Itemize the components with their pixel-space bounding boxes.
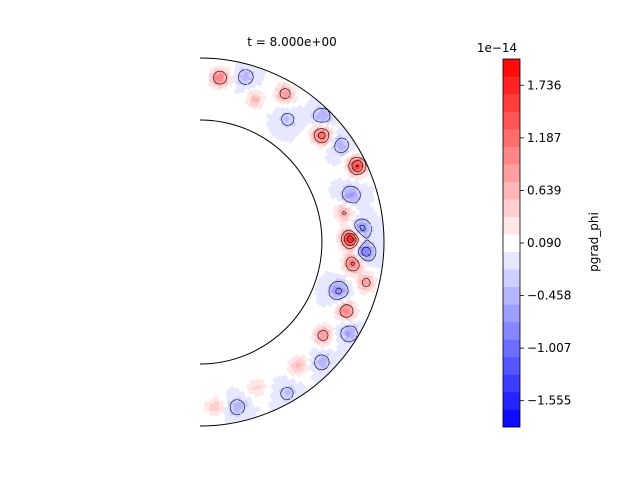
- colorbar-segment: [503, 374, 520, 393]
- colorbar-segment: [503, 164, 520, 182]
- colorbar-segment: [503, 181, 520, 200]
- contour-line: [213, 70, 371, 341]
- colorbar-segment: [503, 251, 520, 270]
- contour-lines: [213, 69, 377, 415]
- inner-boundary: [199, 119, 323, 365]
- colorbar-segment: [503, 111, 520, 130]
- colorbar-segment: [503, 286, 520, 305]
- colorbar-tick-label: 1.187: [527, 131, 561, 145]
- colorbar-segment: [503, 391, 520, 410]
- colorbar-tick-label: −0.458: [527, 289, 571, 303]
- colorbar-segment: [503, 304, 520, 323]
- colorbar-tick-label: −1.555: [527, 394, 571, 408]
- colorbar-segment: [503, 146, 520, 165]
- colorbar-segment: [503, 409, 520, 428]
- colorbar-offset-text: 1e−14: [477, 41, 517, 55]
- colorbar-segment: [503, 94, 520, 112]
- colorbar-label: pgrad_phi: [587, 212, 601, 272]
- colorbar-segment: [503, 234, 520, 253]
- shell-outline: [199, 57, 385, 427]
- colorbar-segment: [503, 269, 520, 288]
- colorbar-tick-label: 0.090: [527, 236, 561, 250]
- colorbar-segment: [503, 59, 520, 77]
- outer-boundary: [199, 57, 385, 427]
- colorbar-segment: [503, 321, 520, 340]
- colorbar-segment: [503, 76, 520, 95]
- plot-title: t = 8.000e+00: [247, 35, 336, 49]
- contour-line: [335, 225, 371, 295]
- colorbar-tick-label: −1.007: [527, 341, 571, 355]
- contour-line: [229, 69, 377, 415]
- contour-line: [318, 131, 364, 267]
- colorbar-segment: [503, 216, 520, 235]
- contour-line: [346, 164, 359, 243]
- colorbar-tick-label: 0.639: [527, 183, 561, 197]
- colorbar: 1.736 1.187 0.639 0.090 −0.458 −1.007 −1.555: [502, 58, 571, 428]
- colorbar-segment: [503, 129, 520, 147]
- colorbar-segment: [503, 356, 520, 375]
- colorbar-segment: [503, 199, 520, 218]
- colorbar-segment: [503, 339, 520, 358]
- colorbar-tick-label: 1.736: [527, 78, 561, 92]
